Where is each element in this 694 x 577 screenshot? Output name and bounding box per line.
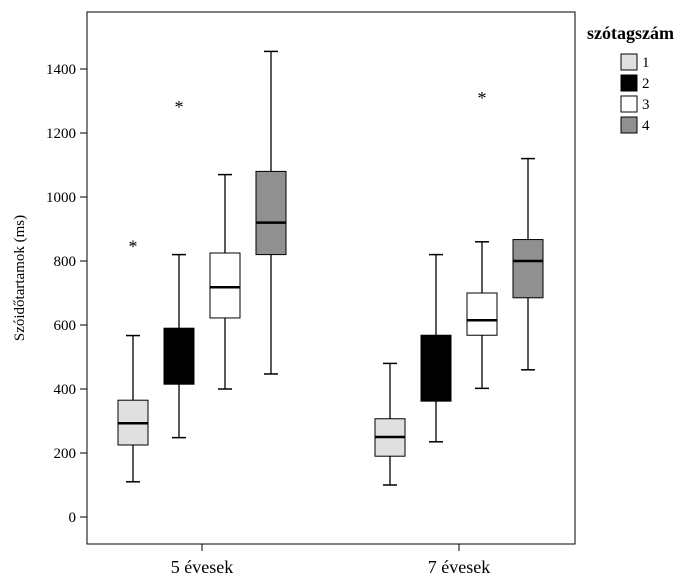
- box-4-1: [255, 50, 287, 375]
- legend-swatch-1: [620, 53, 638, 71]
- y-tick-label: 200: [54, 446, 77, 462]
- legend-label-2: 2: [642, 76, 650, 92]
- legend-label-4: 4: [642, 118, 650, 134]
- legend-swatch-4: [620, 116, 638, 134]
- y-tick-label: 400: [54, 382, 77, 398]
- boxes-layer: * * *: [117, 50, 544, 486]
- y-tick-label: 1000: [46, 190, 76, 206]
- box-1-1: *: [117, 236, 149, 483]
- y-tick-label: 0: [69, 510, 77, 526]
- box-iqr: [255, 170, 287, 256]
- x-category-label: 7 évesek: [428, 557, 490, 577]
- box-iqr: [466, 292, 498, 336]
- y-tick-label: 1400: [46, 62, 76, 78]
- box-3-1: [209, 173, 241, 390]
- box-4-2: [512, 157, 544, 371]
- box-iqr: [512, 239, 544, 299]
- plot-frame: [86, 11, 576, 545]
- box-iqr: [209, 252, 241, 319]
- y-tick-label: 800: [54, 254, 77, 270]
- legend: szótagszám 1 2 3 4: [587, 23, 674, 134]
- box-2-1: *: [163, 97, 195, 439]
- outlier-marker: *: [175, 97, 184, 117]
- x-axis: 5 évesek 7 évesek: [171, 544, 490, 577]
- y-tick-label: 600: [54, 318, 77, 334]
- box-iqr: [420, 334, 452, 402]
- box-3-2: *: [466, 88, 498, 390]
- box-2-2: [420, 253, 452, 443]
- legend-label-1: 1: [642, 55, 650, 71]
- box-1-2: [374, 362, 406, 486]
- x-category-label: 5 évesek: [171, 557, 233, 577]
- legend-swatch-2: [620, 74, 638, 92]
- y-axis-title: Szóidőtartamok (ms): [12, 215, 28, 341]
- outlier-marker: *: [478, 88, 487, 108]
- y-axis: 0 200 400 600 800 1000 1200 1400: [46, 62, 87, 526]
- y-tick-label: 1200: [46, 126, 76, 142]
- legend-swatch-3: [620, 95, 638, 113]
- legend-label-3: 3: [642, 97, 650, 113]
- outlier-marker: *: [129, 236, 138, 256]
- legend-title: szótagszám: [587, 23, 674, 43]
